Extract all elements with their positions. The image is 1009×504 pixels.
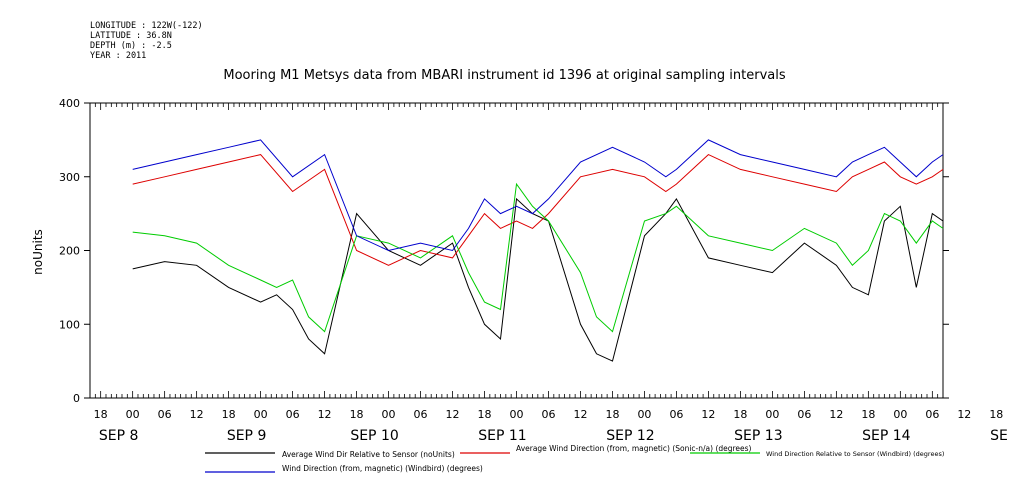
x-hour-label: 06 [414,408,428,421]
y-axis-ticks: 0 100 200 300 400 [59,97,949,405]
x-hour-label: 12 [446,408,460,421]
x-hour-label: 00 [254,408,268,421]
y-tick-label: 400 [59,97,80,110]
y-axis-label: noUnits [31,229,45,275]
x-hour-label: 12 [190,408,204,421]
x-hour-label: 18 [861,408,875,421]
x-hour-label: 12 [957,408,971,421]
x-date-label: SEP 11 [478,428,526,444]
x-hour-label: 00 [382,408,396,421]
x-date-label: SEP 14 [862,428,911,444]
x-date-label: SEP 13 [734,428,782,444]
x-hour-label: 12 [318,408,332,421]
y-tick-label: 300 [59,171,80,184]
x-date-label: SEP 15 [990,428,1009,444]
header-longitude: LONGITUDE : 122W(-122) [90,21,203,31]
x-hour-label: 18 [94,408,108,421]
x-hour-label: 18 [350,408,364,421]
legend-label-4: Wind Direction (from, magnetic) (Windbir… [282,464,483,473]
x-hour-label: 18 [989,408,1003,421]
x-hour-label: 12 [829,408,843,421]
header-latitude: LATITUDE : 36.8N [90,31,172,41]
x-hour-label: 12 [701,408,715,421]
x-date-label: SEP 12 [606,428,654,444]
chart-title: Mooring M1 Metsys data from MBARI instru… [223,68,786,83]
x-hour-label: 18 [605,408,619,421]
x-hour-label: 00 [126,408,140,421]
x-hour-label: 00 [765,408,779,421]
header-depth: DEPTH (m) : -2.5 [90,41,172,51]
legend-label-2: Average Wind Direction (from, magnetic) … [516,444,752,453]
x-hour-label: 06 [541,408,555,421]
x-hour-label: 18 [733,408,747,421]
x-hour-label: 00 [637,408,651,421]
x-date-label: SEP 8 [99,428,139,444]
header-year: YEAR : 2011 [90,51,147,61]
y-tick-label: 0 [73,392,80,405]
x-hour-label: 06 [286,408,300,421]
x-axis-ticks: 18 00 06 12 18 00 06 12 18 00 06 12 18 00 06 12 18 00 06 12… [89,103,1009,444]
x-date-label: SEP 10 [350,428,398,444]
series-lines [132,139,944,362]
y-tick-label: 200 [59,245,80,258]
x-hour-label: 06 [797,408,811,421]
series-line-2 [132,154,944,266]
legend-label-3: Wind Direction Relative to Sensor (Windb… [766,450,944,458]
x-hour-label: 06 [925,408,939,421]
legend-label-1: Average Wind Dir Relative to Sensor (noU… [282,450,455,459]
x-hour-label: 06 [669,408,683,421]
series-line-4 [132,139,944,252]
x-hour-label: 06 [158,408,172,421]
series-line-3 [132,182,944,333]
x-hour-label: 00 [510,408,524,421]
x-hour-label: 12 [573,408,587,421]
x-hour-label: 18 [478,408,492,421]
y-tick-label: 100 [59,318,80,331]
x-hour-label: 00 [893,408,907,421]
x-date-label: SEP 9 [227,428,267,444]
legend: Average Wind Dir Relative to Sensor (noU… [205,444,944,473]
x-hour-label: 18 [222,408,236,421]
